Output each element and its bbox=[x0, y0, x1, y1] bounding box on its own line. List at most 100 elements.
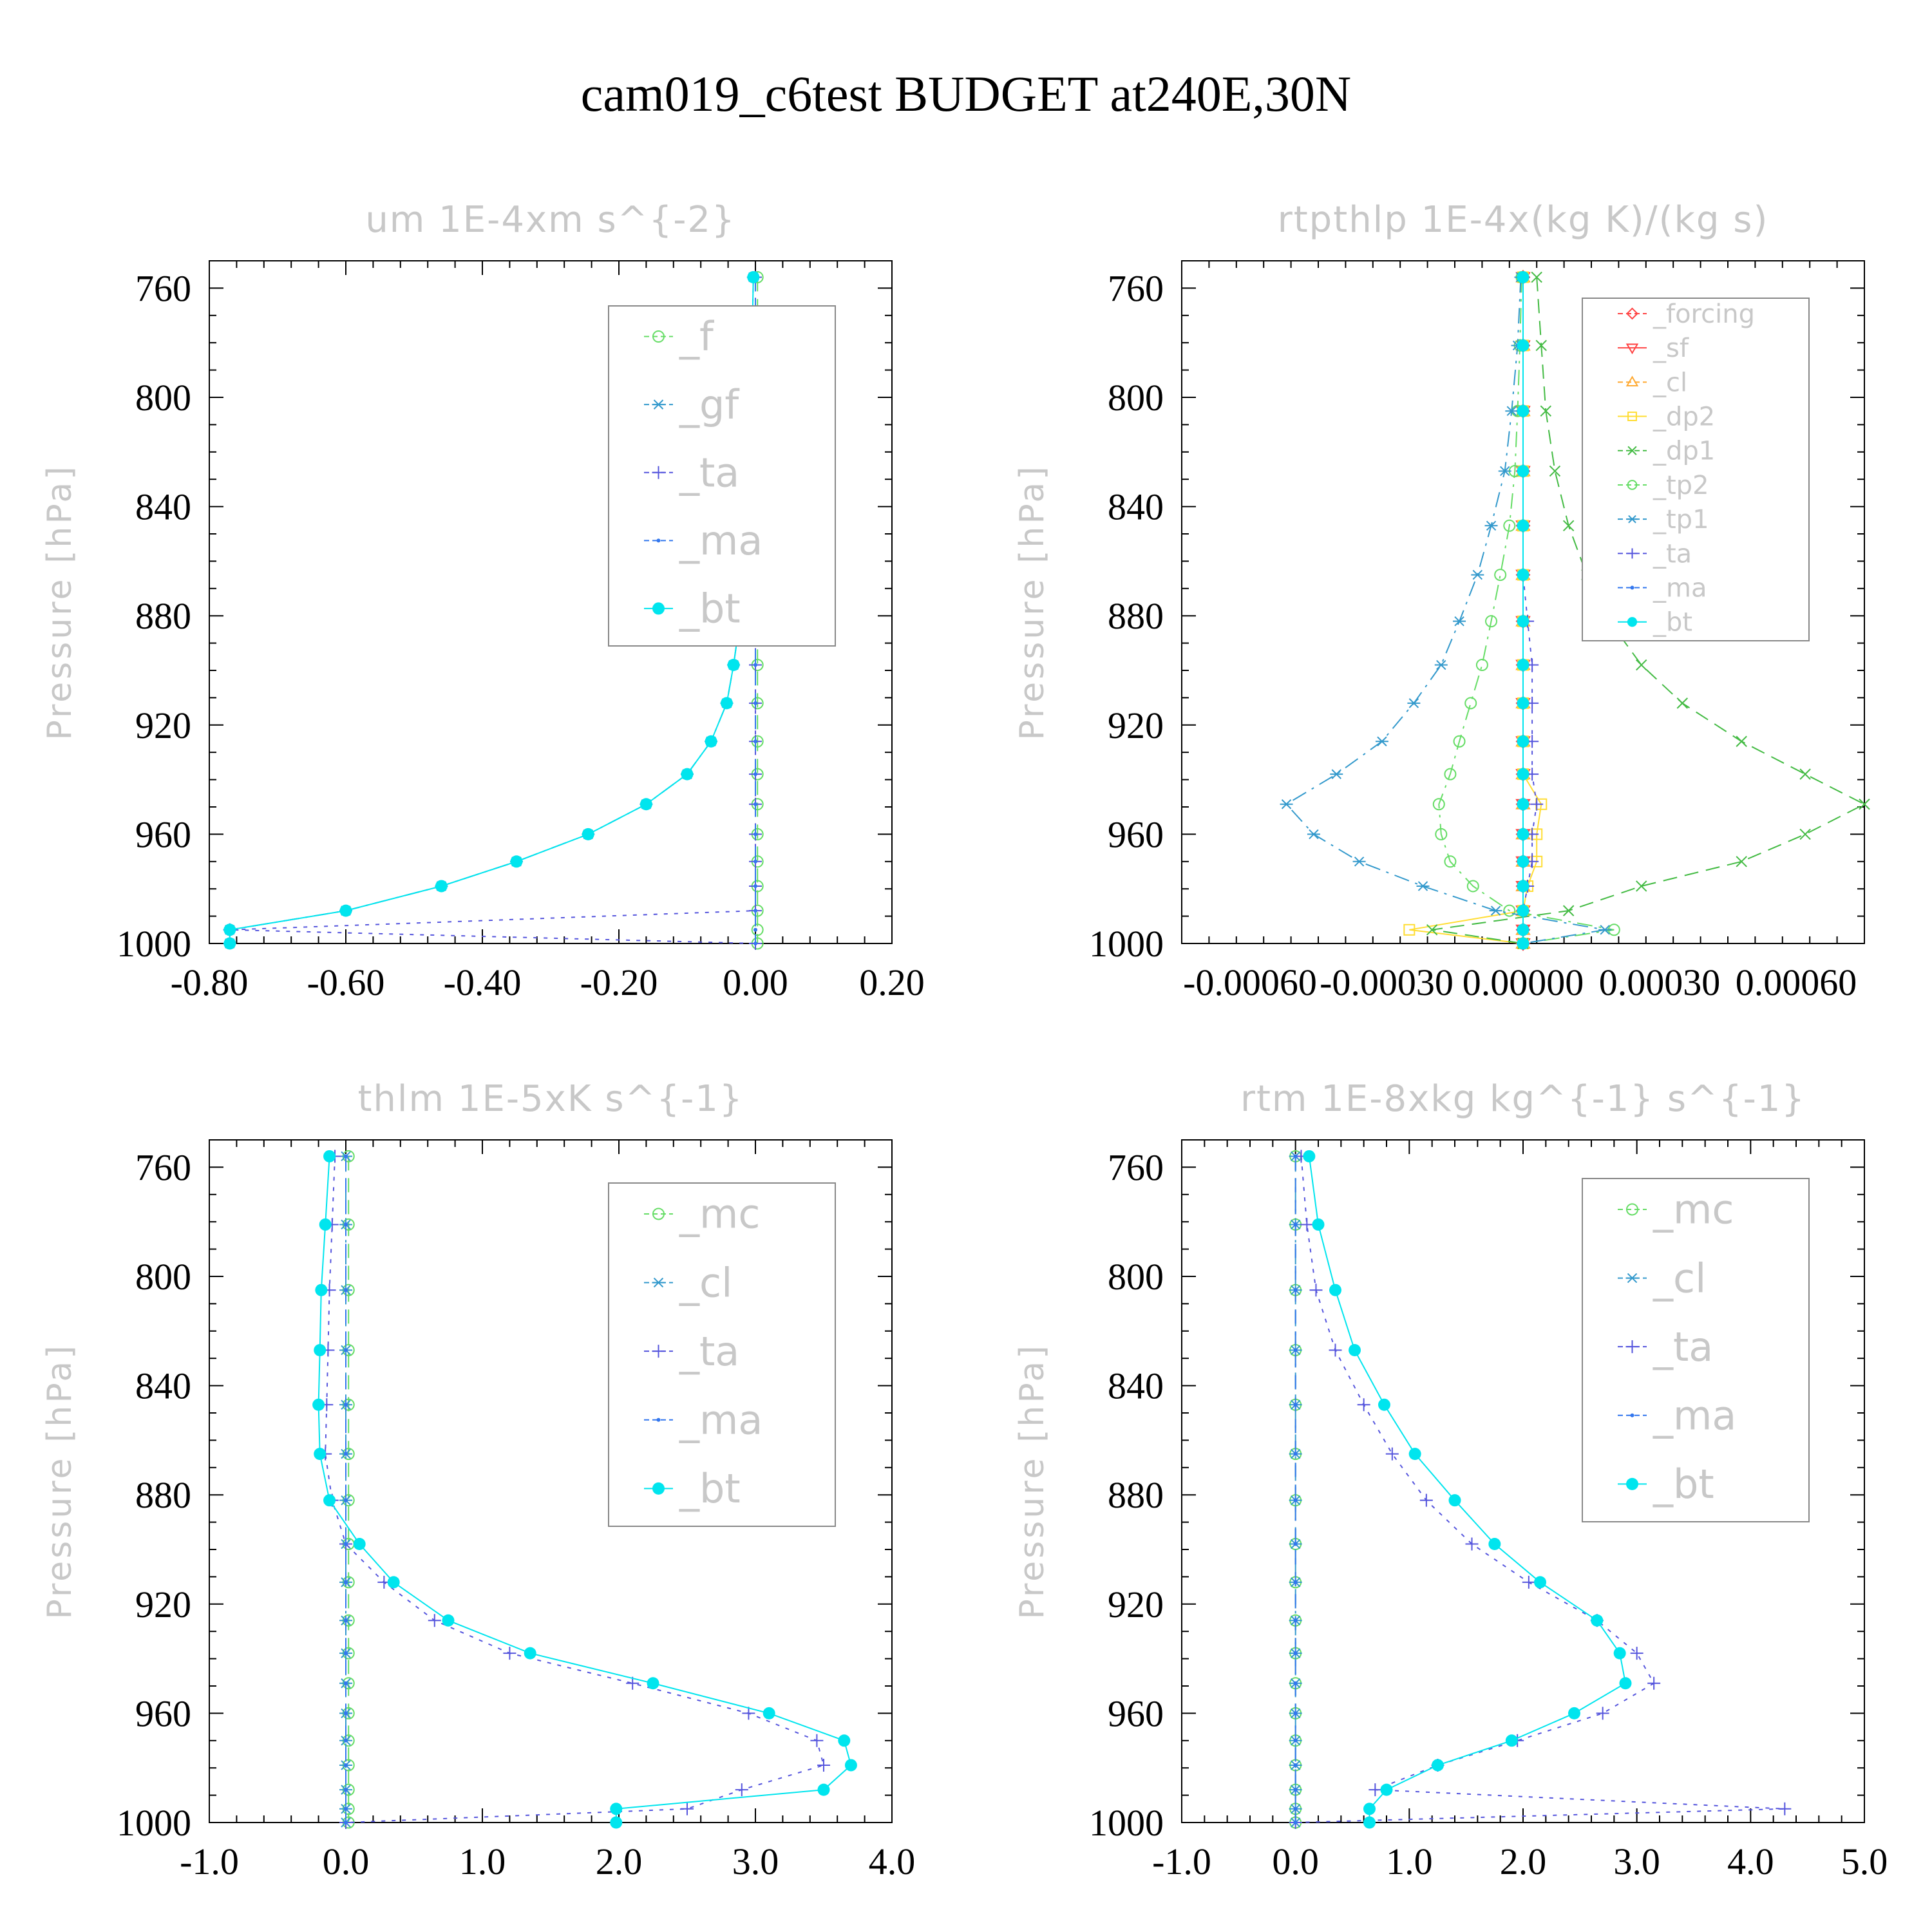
y-tick-label: 960 bbox=[1108, 813, 1164, 855]
chart-panel-4: rtm 1E-8xkg kg^{-1} s^{-1} Pressure [hPa]… bbox=[1013, 1078, 1888, 1882]
series-point-ta bbox=[735, 1783, 748, 1797]
series-point-bt bbox=[1380, 1783, 1393, 1796]
series-point-ma bbox=[344, 1403, 348, 1407]
series-point-bt bbox=[720, 697, 733, 710]
series-point-bt bbox=[1312, 1218, 1325, 1231]
series-point-ma bbox=[1293, 1806, 1298, 1811]
legend-marker bbox=[1630, 585, 1634, 590]
series-point-bt bbox=[681, 768, 694, 781]
x-tick-label: 0.00060 bbox=[1736, 961, 1857, 1003]
series-point-tp2 bbox=[1485, 615, 1498, 628]
legend-marker bbox=[652, 399, 665, 410]
y-tick-label: 1000 bbox=[1089, 1802, 1164, 1844]
x-tick-label: -0.00030 bbox=[1320, 961, 1454, 1003]
x-tick-label: 2.0 bbox=[1500, 1841, 1547, 1882]
series-point-bt bbox=[1613, 1647, 1626, 1660]
y-tick-label: 880 bbox=[1108, 1474, 1164, 1516]
series-point-bt bbox=[762, 1707, 775, 1719]
series-point-ma bbox=[1293, 1452, 1298, 1456]
chart-panel-2: rtpthlp 1E-4x(kg K)/(kg s) Pressure [hPa]… bbox=[1013, 199, 1870, 1003]
y-axis-label: Pressure [hPa] bbox=[41, 1343, 79, 1620]
legend-label: _ma bbox=[679, 1396, 762, 1443]
legend-box bbox=[1582, 298, 1810, 641]
series-point-bt bbox=[1517, 855, 1530, 868]
legend-label: _cl bbox=[1653, 368, 1687, 397]
series-point-bt bbox=[339, 904, 352, 917]
series-point-ta bbox=[681, 1802, 694, 1815]
legend-marker bbox=[652, 1345, 665, 1358]
y-axis-label: Pressure [hPa] bbox=[1013, 464, 1052, 741]
series-group bbox=[1289, 1150, 1792, 1829]
series-point-tp2 bbox=[1453, 735, 1466, 748]
series-line-ta bbox=[1522, 277, 1538, 943]
legend-label: _ma bbox=[679, 517, 762, 564]
x-tick-label: -0.20 bbox=[580, 961, 658, 1003]
legend-label: _ta bbox=[679, 1328, 739, 1375]
legend-marker bbox=[1627, 515, 1638, 524]
series-point-bt bbox=[610, 1803, 623, 1815]
series-point-bt bbox=[1363, 1803, 1376, 1815]
y-tick-label: 960 bbox=[135, 813, 191, 855]
x-tick-label: 1.0 bbox=[459, 1841, 506, 1882]
y-tick-label: 840 bbox=[1108, 486, 1164, 528]
series-point-ma bbox=[1293, 1821, 1298, 1824]
legend-marker bbox=[1625, 375, 1639, 386]
series-point-bt bbox=[319, 1218, 332, 1231]
series-point-ma bbox=[1293, 1711, 1298, 1716]
series-point-ma bbox=[1293, 1154, 1298, 1159]
x-tick-label: 0.00 bbox=[723, 961, 788, 1003]
legend-marker bbox=[1626, 1477, 1638, 1490]
y-tick-label: 800 bbox=[1108, 1256, 1164, 1298]
legend-marker bbox=[652, 602, 665, 615]
legend-marker bbox=[656, 1417, 661, 1422]
y-tick-label: 1000 bbox=[117, 1802, 191, 1844]
series-point-tp1 bbox=[1407, 698, 1421, 708]
series-point-bt bbox=[1303, 1150, 1316, 1162]
series-point-ma bbox=[753, 927, 757, 932]
series-point-ta bbox=[1419, 1493, 1433, 1507]
x-tick-label: 3.0 bbox=[732, 1841, 779, 1882]
legend-marker bbox=[1627, 412, 1637, 421]
series-point-bt bbox=[1534, 1576, 1546, 1589]
y-tick-label: 760 bbox=[1108, 1146, 1164, 1188]
series-point-tp1 bbox=[1280, 799, 1293, 810]
series-point-bt bbox=[1505, 1734, 1518, 1747]
series-point-bt bbox=[387, 1576, 400, 1589]
series-point-ma bbox=[1293, 1763, 1298, 1767]
series-point-ma bbox=[344, 1618, 348, 1623]
series-point-tp1 bbox=[1484, 520, 1498, 531]
legend-label: _cl bbox=[679, 1259, 732, 1306]
legend-label: _forcing bbox=[1653, 299, 1755, 329]
legend-label: _dp2 bbox=[1653, 402, 1715, 432]
series-point-bt bbox=[1517, 697, 1530, 710]
panel-title: thlm 1E-5xK s^{-1} bbox=[357, 1078, 743, 1120]
series-point-ma bbox=[344, 1154, 348, 1159]
series-point-bt bbox=[1349, 1343, 1361, 1356]
x-tick-label: 0.0 bbox=[323, 1841, 370, 1882]
legend-label: _tp2 bbox=[1653, 471, 1709, 500]
series-point-bt bbox=[1517, 270, 1530, 283]
legend-label: _bt bbox=[1653, 1461, 1714, 1508]
legend-label: _mc bbox=[1653, 1186, 1734, 1233]
legend-marker bbox=[1627, 480, 1638, 490]
series-point-ma bbox=[344, 1288, 348, 1293]
legend-marker bbox=[652, 330, 665, 343]
series-point-bt bbox=[1517, 828, 1530, 840]
series-point-bt bbox=[1363, 1816, 1376, 1829]
y-tick-label: 880 bbox=[135, 595, 191, 637]
series-point-ma bbox=[1293, 1681, 1298, 1685]
series-point-bt bbox=[312, 1398, 325, 1411]
series-point-bt bbox=[1378, 1398, 1390, 1411]
y-tick-label: 800 bbox=[135, 377, 191, 419]
series-point-ta bbox=[1385, 1447, 1399, 1461]
series-point-ma bbox=[753, 832, 757, 837]
legend-box bbox=[608, 1182, 836, 1527]
series-point-ma bbox=[1293, 1788, 1298, 1792]
series-point-ma bbox=[1293, 1580, 1298, 1584]
series-point-bt bbox=[1517, 615, 1530, 628]
series-point-bt bbox=[1432, 1759, 1444, 1772]
series-point-tp1 bbox=[1471, 569, 1484, 580]
series-point-ma bbox=[344, 1788, 348, 1792]
x-tick-label: -0.80 bbox=[171, 961, 249, 1003]
